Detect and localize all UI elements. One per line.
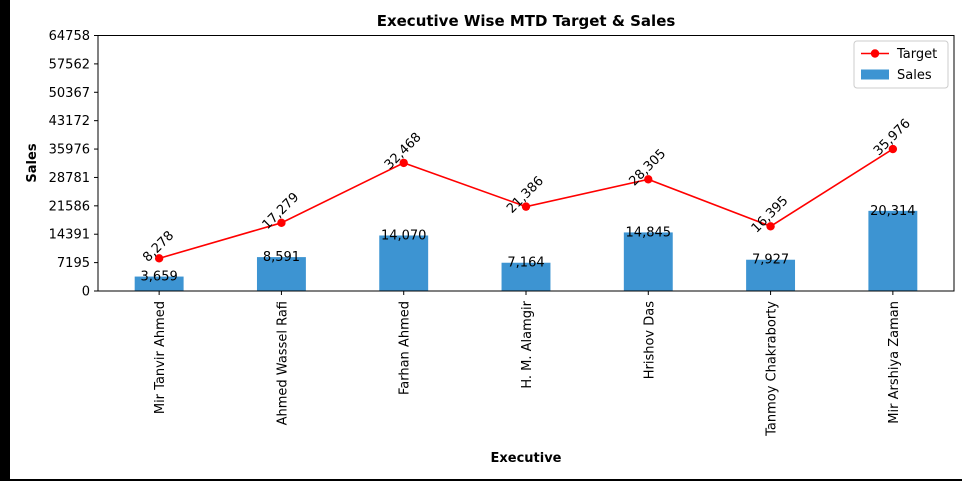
target-point — [277, 218, 286, 228]
sales-value-label: 3,659 — [141, 270, 178, 285]
x-tick-label: Mir Tanvir Ahmed — [153, 301, 168, 414]
y-tick-label: 50367 — [49, 86, 90, 101]
sales-value-label: 14,845 — [626, 225, 672, 240]
legend-sales-label: Sales — [897, 68, 932, 83]
plot-area-frame — [97, 35, 955, 292]
y-tick-label: 57562 — [49, 57, 90, 72]
chart-figure: Executive Wise MTD Target & Sales 3,659 8… — [10, 0, 962, 479]
target-point — [888, 144, 898, 154]
target-point — [521, 202, 531, 211]
x-axis: Mir Tanvir Ahmed Ahmed Wassel Rafi Farhan … — [153, 291, 902, 437]
sales-bar — [256, 257, 306, 291]
sales-value-label: 7,164 — [507, 256, 544, 271]
x-tick-label: Farhan Ahmed — [398, 301, 413, 395]
data-labels-layer: 3,6598,59114,0707,16414,8457,92720,3148,… — [140, 116, 915, 284]
y-tick-label: 0 — [82, 285, 90, 300]
x-tick-label: Tanmoy Chakraborty — [765, 301, 780, 437]
y-tick-label: 43172 — [49, 114, 90, 129]
legend-target-label: Target — [896, 47, 937, 62]
x-axis-label: Executive — [490, 451, 561, 466]
y-tick-label: 28781 — [49, 171, 90, 186]
target-line-layer — [154, 144, 898, 263]
sales-bar — [501, 262, 551, 291]
chart-title: Executive Wise MTD Target & Sales — [377, 12, 676, 30]
x-tick-label: Ahmed Wassel Rafi — [275, 301, 290, 425]
y-tick-label: 7195 — [57, 256, 90, 271]
sales-value-label: 7,927 — [752, 253, 789, 268]
sales-bar — [746, 259, 796, 291]
target-point — [399, 158, 408, 168]
y-axis-label: Sales — [25, 143, 40, 182]
y-tick-label: 64758 — [49, 29, 90, 44]
target-point — [154, 254, 164, 263]
sales-bar — [868, 210, 918, 291]
sales-value-label: 14,070 — [381, 228, 427, 243]
y-tick-label: 35976 — [49, 143, 90, 158]
legend-sales-swatch — [861, 69, 889, 80]
legend-target-marker — [870, 49, 880, 58]
legend: Target Sales — [853, 40, 949, 89]
x-tick-label: Mir Arshiya Zaman — [887, 301, 902, 424]
sales-bar — [623, 232, 673, 291]
y-tick-label: 14391 — [49, 228, 90, 243]
target-point — [644, 175, 653, 184]
x-tick-label: H. M. Alamgir — [520, 300, 535, 388]
bars-layer — [134, 210, 918, 291]
sales-value-label: 8,591 — [263, 250, 300, 265]
y-axis: 0 7195 14391 21586 28781 35976 43172 50367 57562… — [49, 29, 98, 300]
y-tick-label: 21586 — [49, 199, 90, 214]
sales-bar — [379, 235, 429, 291]
chart-svg: Executive Wise MTD Target & Sales 3,659 8… — [25, 12, 955, 466]
x-tick-label: Hrishov Das — [642, 301, 657, 380]
target-point — [766, 222, 775, 231]
sales-value-label: 20,314 — [870, 204, 916, 219]
sales-bar — [134, 276, 184, 291]
